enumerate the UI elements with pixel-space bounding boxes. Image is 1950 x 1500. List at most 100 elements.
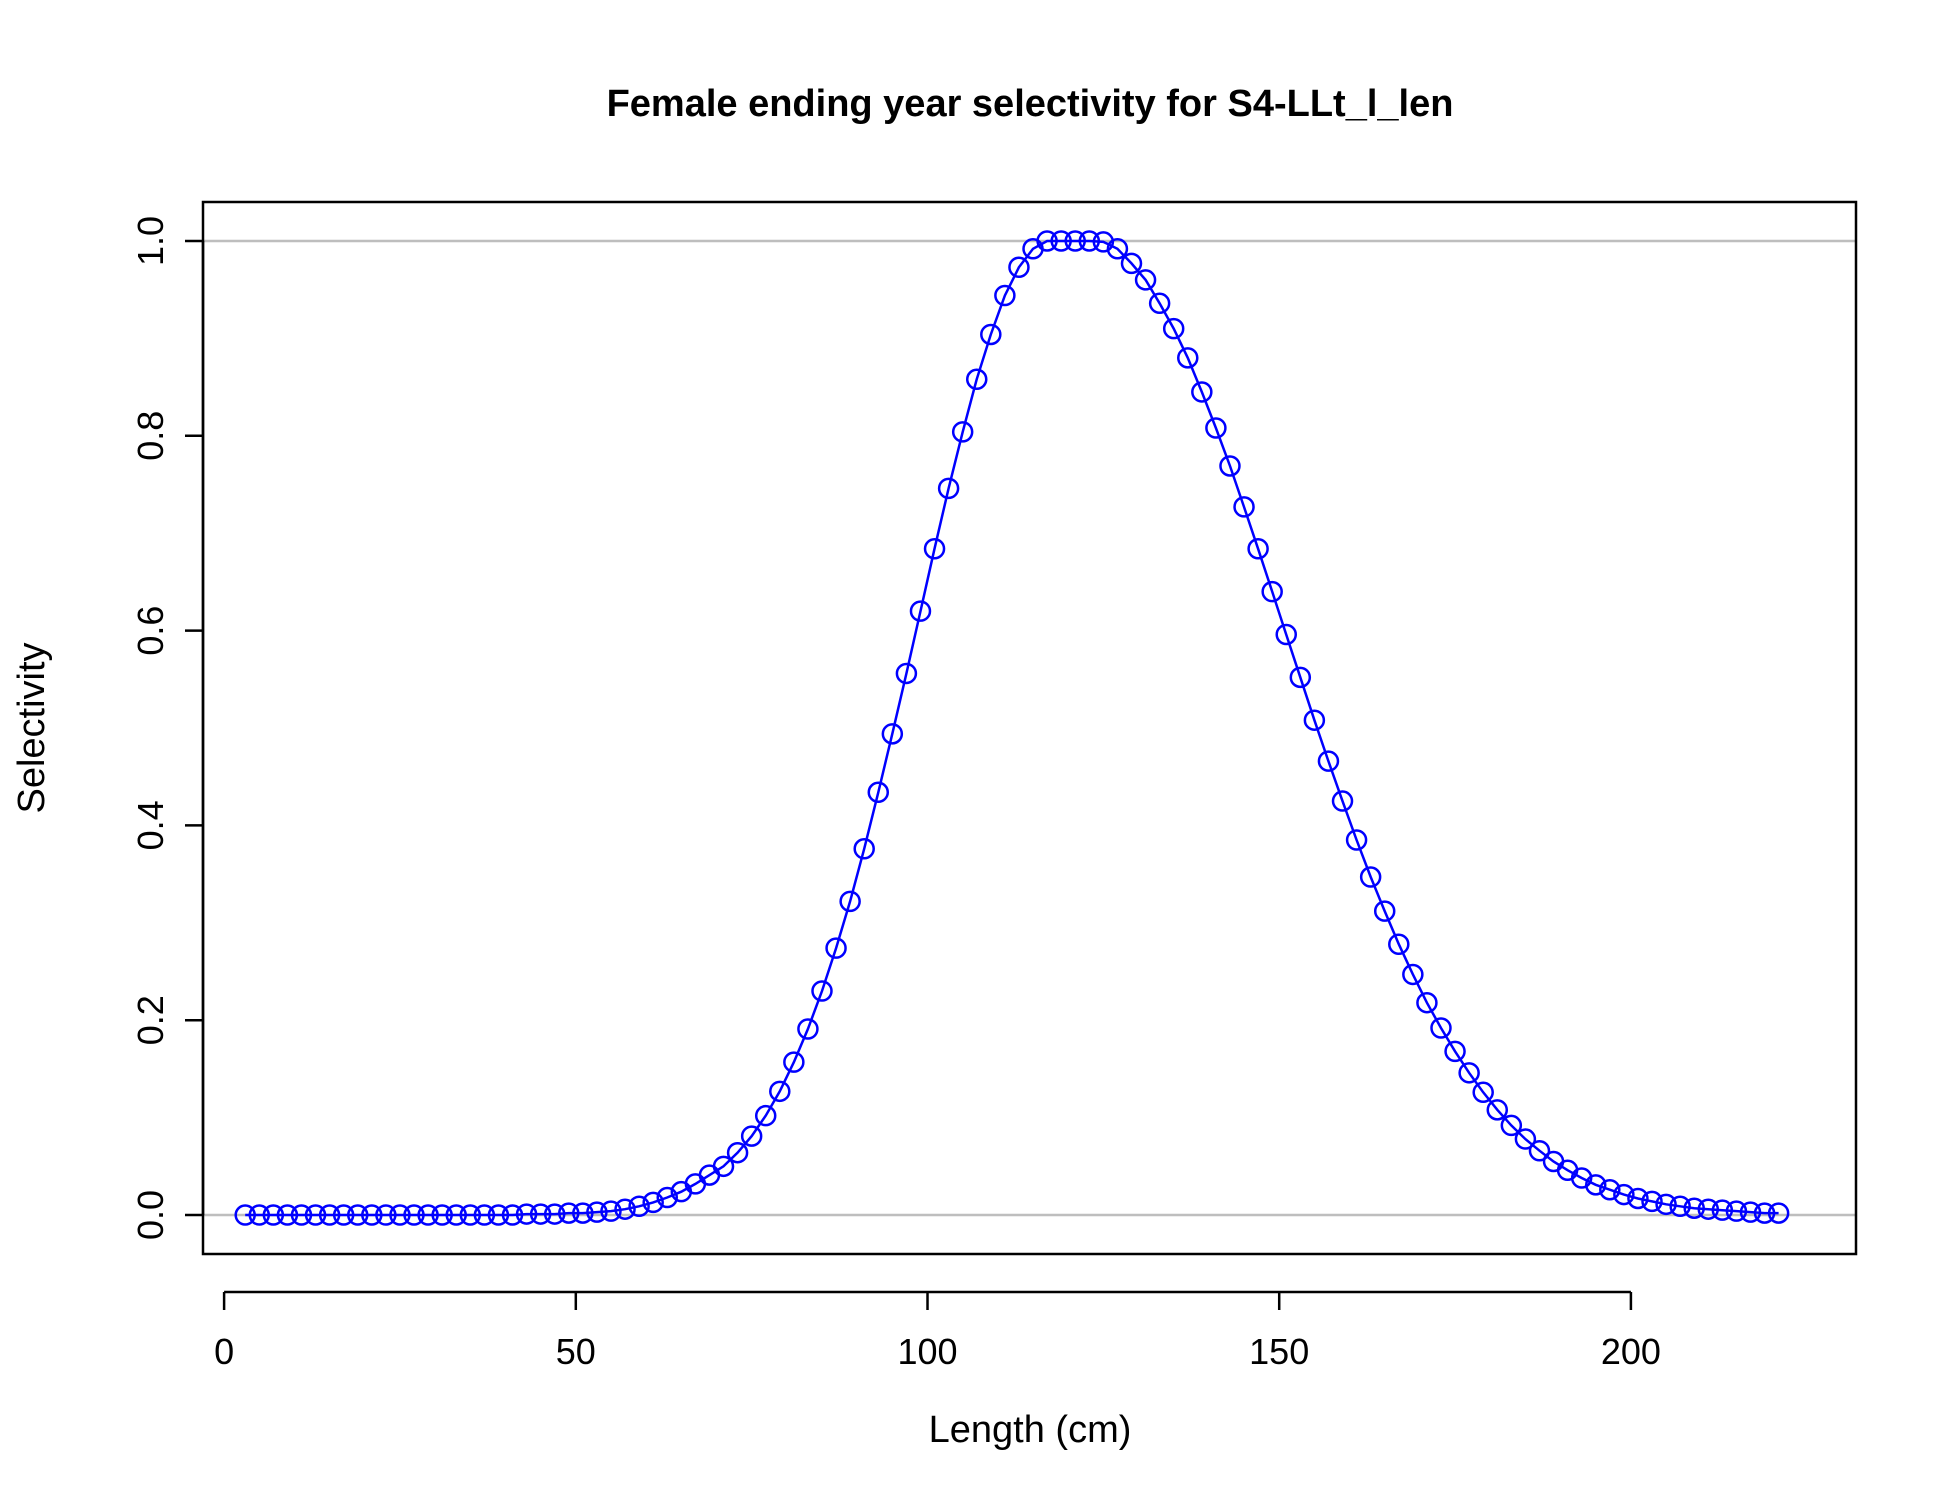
data-point	[1191, 381, 1213, 403]
data-point	[1289, 666, 1312, 689]
data-point	[572, 1202, 594, 1224]
data-point	[262, 1204, 285, 1226]
data-point	[1655, 1193, 1677, 1216]
x-axis: 0 50 100 150 200	[214, 1290, 1661, 1372]
data-point	[951, 421, 974, 443]
y-tick-label: 0.6	[130, 606, 171, 656]
data-point	[445, 1204, 467, 1226]
data-point	[1599, 1178, 1621, 1201]
data-point	[1148, 292, 1171, 315]
x-tick-label: 200	[1601, 1331, 1661, 1372]
data-point	[1683, 1197, 1705, 1219]
data-point	[1177, 347, 1199, 369]
data-point	[543, 1203, 566, 1225]
data-point	[1050, 230, 1072, 252]
data-point	[1345, 829, 1368, 851]
data-point	[1008, 256, 1030, 279]
data-point	[980, 323, 1002, 346]
y-axis: 0.0 0.2 0.4 0.6 0.8 1.0	[130, 216, 205, 1240]
data-point	[1261, 580, 1283, 603]
data-point	[332, 1204, 355, 1226]
data-point	[417, 1204, 439, 1226]
data-point	[1219, 455, 1241, 477]
data-point	[797, 1018, 819, 1040]
data-point	[431, 1204, 453, 1226]
data-point	[1078, 230, 1101, 252]
data-point	[290, 1204, 313, 1226]
data-point	[909, 600, 932, 622]
data-point	[994, 284, 1016, 307]
x-axis-label: Length (cm)	[929, 1409, 1132, 1451]
y-axis-label: Selectivity	[11, 642, 53, 813]
data-point	[1402, 963, 1424, 986]
reference-lines	[203, 239, 1856, 1217]
data-point	[1317, 750, 1340, 772]
data-point	[642, 1191, 664, 1214]
data-point	[740, 1125, 763, 1147]
data-point	[459, 1204, 482, 1226]
data-point	[586, 1201, 608, 1223]
y-tick-label: 0.4	[130, 800, 171, 850]
data-point	[1458, 1062, 1480, 1084]
data-point	[712, 1155, 735, 1178]
data-point	[1739, 1201, 1762, 1223]
data-point	[1106, 238, 1129, 260]
series-points-group	[234, 230, 1790, 1226]
data-point	[389, 1204, 411, 1226]
data-point	[1711, 1199, 1734, 1221]
data-point	[318, 1204, 341, 1226]
data-point	[937, 477, 960, 500]
data-point	[656, 1186, 678, 1209]
data-point	[1613, 1183, 1635, 1206]
data-point	[487, 1204, 510, 1226]
data-point	[1064, 230, 1086, 252]
data-point	[529, 1203, 552, 1225]
data-point	[783, 1051, 805, 1073]
data-point	[1669, 1195, 1691, 1218]
data-point	[1570, 1167, 1593, 1189]
data-point	[1514, 1128, 1537, 1150]
series-line-group	[245, 239, 1779, 1217]
data-point	[614, 1198, 636, 1220]
data-point	[558, 1202, 580, 1224]
data-point	[923, 538, 946, 560]
data-point	[867, 781, 890, 804]
data-point	[1331, 790, 1354, 812]
data-point	[895, 662, 918, 685]
y-tick-label: 0.8	[130, 411, 171, 461]
data-point	[965, 368, 988, 391]
data-point	[1303, 709, 1326, 731]
data-point	[853, 838, 875, 860]
data-point	[1205, 417, 1227, 439]
x-tick-label: 50	[556, 1331, 596, 1372]
data-point	[1162, 317, 1185, 340]
data-point	[375, 1204, 397, 1226]
data-point	[628, 1195, 650, 1218]
data-point	[361, 1204, 383, 1226]
data-point	[1275, 623, 1297, 646]
y-tick-label: 1.0	[130, 216, 171, 266]
data-point	[1500, 1114, 1523, 1137]
data-point	[1416, 991, 1438, 1014]
data-point	[1584, 1174, 1607, 1196]
data-point	[1725, 1200, 1748, 1222]
data-point	[248, 1204, 271, 1226]
data-point	[1767, 1202, 1790, 1224]
data-point	[304, 1204, 327, 1226]
data-point	[825, 937, 847, 959]
data-point	[1092, 231, 1115, 253]
data-point	[276, 1204, 299, 1226]
x-tick-label: 150	[1249, 1331, 1309, 1372]
plot-frame	[201, 200, 1858, 1256]
data-point	[1472, 1081, 1494, 1104]
data-point	[1247, 538, 1269, 560]
data-point	[726, 1141, 749, 1164]
x-tick-label: 0	[214, 1331, 234, 1372]
data-point	[1753, 1202, 1776, 1224]
data-point	[515, 1203, 538, 1225]
data-point	[1359, 866, 1382, 888]
data-point	[234, 1204, 256, 1226]
data-point	[473, 1204, 496, 1226]
data-point	[769, 1080, 791, 1103]
